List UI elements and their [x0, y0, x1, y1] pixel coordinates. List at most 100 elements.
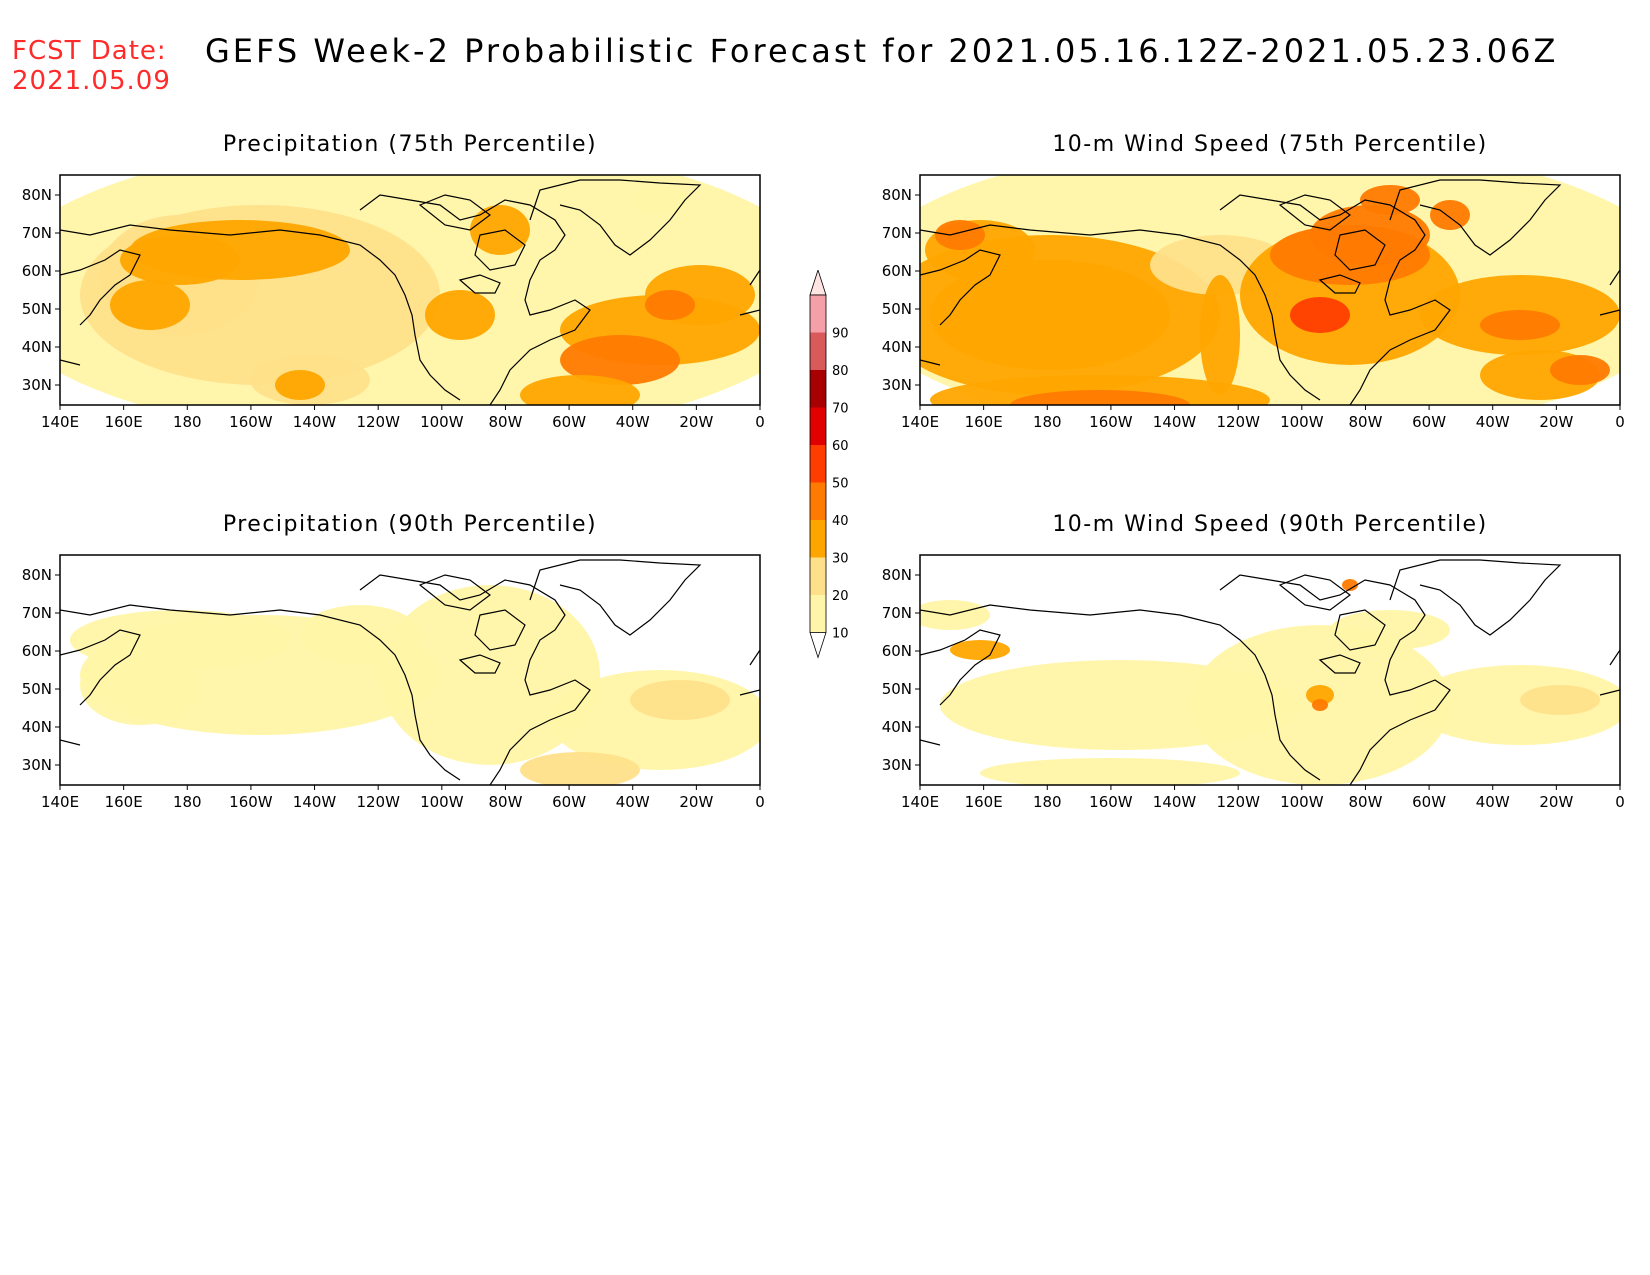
colorbar-swatch: [810, 520, 826, 558]
lat-tick-label: 70N: [882, 604, 912, 622]
forecast-date-block: FCST Date: 2021.05.09: [12, 36, 171, 96]
coastline: [60, 739, 81, 746]
probability-area: [935, 220, 985, 250]
lon-tick-label: 160E: [965, 413, 1003, 431]
lon-tick-label: 20W: [1539, 793, 1573, 811]
lon-tick-label: 140E: [41, 793, 79, 811]
lat-tick-label: 80N: [22, 566, 52, 584]
lon-tick-label: 60W: [552, 793, 586, 811]
lon-tick-label: 80W: [488, 793, 522, 811]
colorbar-swatch: [810, 445, 826, 483]
colorbar-label: 10: [832, 627, 849, 642]
probability-area: [80, 645, 200, 725]
colorbar-swatch: [810, 595, 826, 633]
coastline: [920, 629, 1001, 706]
coastline: [920, 224, 1321, 401]
lat-tick-label: 50N: [22, 680, 52, 698]
colorbar-label: 80: [832, 364, 849, 379]
coastlines: [920, 179, 1620, 405]
lat-tick-label: 40N: [22, 338, 52, 356]
coastline: [1318, 274, 1361, 294]
panel-title-wind90: 10-m Wind Speed (90th Percentile): [1052, 512, 1488, 537]
probability-area: [1550, 355, 1610, 385]
lat-tick-label: 30N: [22, 376, 52, 394]
map-panel-precip75: 140E 160E 180 160W 140W 120W 100W 80W 60W 40W 20W 0…: [22, 174, 765, 431]
coastline: [1389, 179, 1562, 256]
coastline: [474, 229, 526, 271]
coastline: [529, 559, 702, 636]
coastline: [1318, 654, 1361, 674]
lon-tick-label: 140W: [293, 413, 337, 431]
map-panel-precip90: 140E 160E 180 160W 140W 120W 100W 80W 60W 40W 20W 0…: [22, 554, 765, 811]
lat-tick-label: 30N: [882, 376, 912, 394]
lat-tick-label: 30N: [882, 756, 912, 774]
lon-tick-label: 40W: [616, 413, 650, 431]
coastline: [474, 609, 526, 651]
coastline: [920, 249, 1001, 326]
coastlines: [60, 179, 760, 405]
colorbar-label: 30: [832, 552, 849, 567]
lat-tick-label: 70N: [882, 224, 912, 242]
probability-area: [380, 585, 600, 765]
colorbar-top-arrow: [809, 270, 827, 296]
probability-area: [1430, 200, 1470, 230]
coastline: [1278, 574, 1351, 611]
map-frame: [919, 554, 1621, 786]
lon-tick-label: 180: [1033, 413, 1062, 431]
coastline: [60, 224, 461, 401]
colorbar-swatch: [810, 370, 826, 408]
probability-area: [1200, 275, 1240, 395]
lat-tick-label: 60N: [22, 642, 52, 660]
lon-tick-label: 40W: [1476, 413, 1510, 431]
coastline: [458, 274, 501, 294]
colorbar-label: 90: [832, 327, 849, 342]
lon-tick-label: 80W: [488, 413, 522, 431]
lat-tick-label: 70N: [22, 604, 52, 622]
probability-area: [630, 185, 690, 215]
coastlines: [920, 559, 1620, 785]
colorbar-frame: [809, 294, 827, 633]
coastline: [60, 359, 81, 366]
coastline: [458, 654, 501, 674]
coastline: [1599, 649, 1620, 696]
probability-area: [275, 370, 325, 400]
lon-tick-label: 180: [173, 413, 202, 431]
probability-area: [1306, 685, 1334, 705]
lon-tick-label: 0: [755, 793, 765, 811]
map-panel-wind90: 140E 160E 180 160W 140W 120W 100W 80W 60W 40W 20W 0…: [882, 554, 1625, 811]
map-panel-wind75: 140E 160E 180 160W 140W 120W 100W 80W 60W 40W 20W 0…: [882, 174, 1625, 431]
colorbar-bottom-arrow: [809, 632, 827, 659]
map-frame: [59, 554, 761, 786]
map-frame: [59, 174, 761, 406]
panel-title-precip90: Precipitation (90th Percentile): [222, 512, 598, 537]
lon-tick-label: 100W: [1280, 793, 1324, 811]
lon-tick-label: 180: [173, 793, 202, 811]
probability-area: [1360, 185, 1420, 215]
coastline: [418, 194, 491, 231]
probability-area: [930, 260, 1170, 370]
lon-tick-label: 120W: [356, 793, 400, 811]
probability-area: [300, 605, 420, 665]
coastline: [1334, 609, 1386, 651]
colorbar-swatch: [810, 557, 826, 595]
probability-area: [1312, 699, 1328, 711]
coastline: [920, 739, 941, 746]
lat-tick-label: 40N: [882, 718, 912, 736]
probability-area: [1330, 610, 1450, 650]
coastline: [529, 179, 702, 256]
lon-tick-label: 160W: [229, 793, 273, 811]
lon-tick-label: 140E: [901, 793, 939, 811]
probability-area: [1290, 297, 1350, 333]
probability-area: [1010, 390, 1190, 405]
page-title: GEFS Week-2 Probabilistic Forecast for 2…: [205, 32, 1559, 70]
lat-tick-label: 60N: [882, 262, 912, 280]
lon-tick-label: 40W: [1476, 793, 1510, 811]
lat-tick-label: 80N: [22, 186, 52, 204]
lat-tick-label: 60N: [22, 262, 52, 280]
lon-tick-label: 160E: [965, 793, 1003, 811]
lon-tick-label: 160W: [1089, 413, 1133, 431]
colorbar-swatch: [810, 332, 826, 370]
coastline: [418, 574, 491, 611]
probability-area: [1342, 579, 1358, 591]
coastline: [1278, 194, 1351, 231]
